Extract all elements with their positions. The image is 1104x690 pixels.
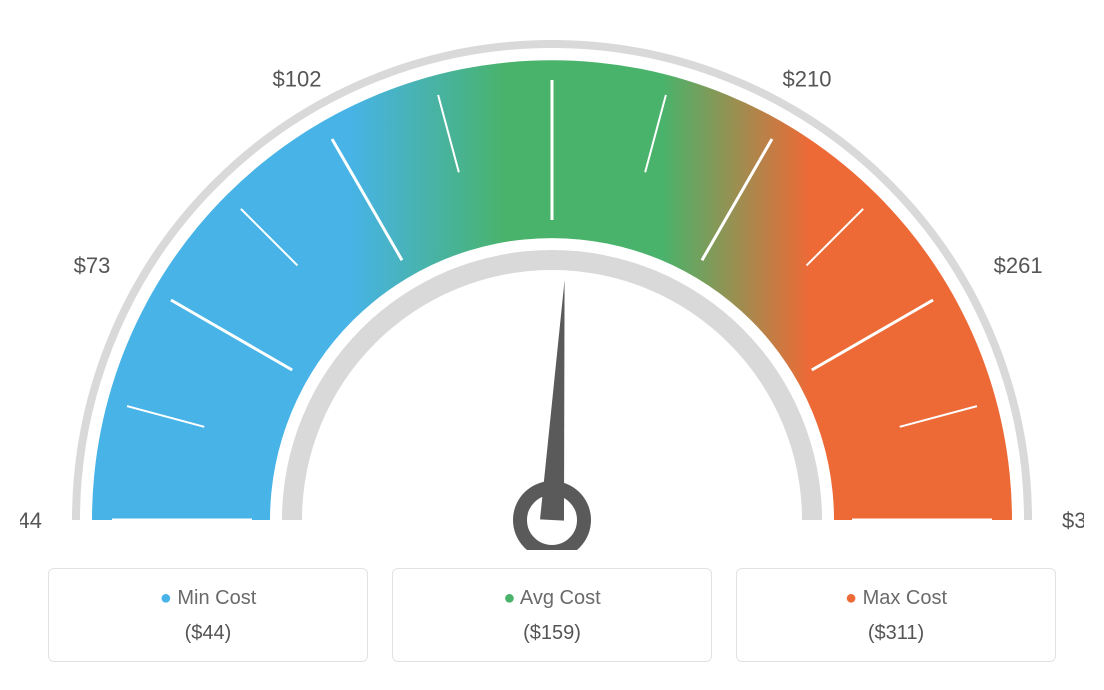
legend-value-avg: ($159) (403, 622, 701, 645)
legend-value-min: ($44) (59, 622, 357, 645)
legend-card-min: ● Min Cost ($44) (48, 568, 368, 662)
legend-label-min: ● Min Cost (59, 587, 357, 610)
legend-label-avg: ● Avg Cost (403, 587, 701, 610)
legend-card-avg: ● Avg Cost ($159) (392, 568, 712, 662)
scale-label: $311 (1062, 508, 1084, 533)
scale-label: $210 (783, 66, 832, 91)
scale-label: $73 (74, 253, 111, 278)
cost-gauge-chart: $44$73$102$159$210$261$311 (20, 20, 1084, 550)
scale-label: $44 (20, 508, 42, 533)
scale-label: $261 (994, 253, 1043, 278)
scale-label: $102 (273, 66, 322, 91)
gauge-svg: $44$73$102$159$210$261$311 (20, 20, 1084, 550)
legend-value-max: ($311) (747, 622, 1045, 645)
legend-row: ● Min Cost ($44) ● Avg Cost ($159) ● Max… (20, 568, 1084, 662)
legend-card-max: ● Max Cost ($311) (736, 568, 1056, 662)
legend-label-max: ● Max Cost (747, 587, 1045, 610)
